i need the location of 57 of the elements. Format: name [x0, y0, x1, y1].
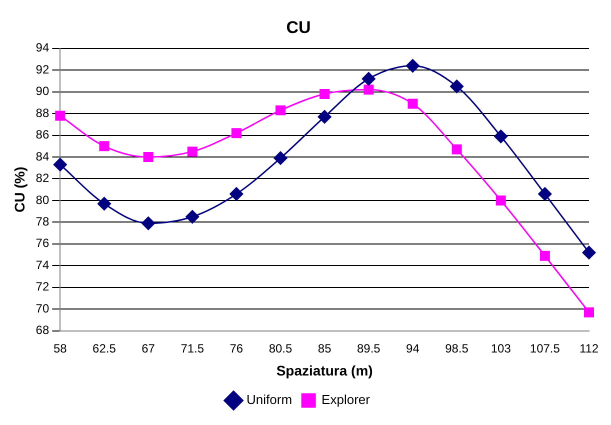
point [276, 105, 286, 116]
point [186, 210, 200, 224]
point [142, 216, 156, 230]
y-tick-label: 78 [36, 214, 50, 228]
point [584, 307, 594, 318]
x-tick-label: 112 [579, 341, 599, 356]
x-tick-label: 103 [490, 341, 512, 356]
x-tick-label: 85 [318, 341, 332, 356]
legend-label: Explorer [322, 392, 371, 408]
x-tick-label: 80.5 [268, 341, 293, 356]
point [496, 195, 506, 206]
x-tick-label: 76 [230, 341, 244, 356]
point [538, 187, 552, 201]
point [231, 128, 242, 138]
chart-title: CU [286, 18, 311, 37]
point [55, 110, 66, 121]
y-tick-label: 84 [36, 149, 50, 164]
point [582, 246, 596, 260]
y-tick-label: 74 [36, 258, 50, 272]
point [450, 80, 464, 94]
x-tick-label: 98.5 [445, 341, 469, 356]
x-tick-label: 71.5 [180, 341, 204, 356]
point [494, 130, 508, 144]
x-tick-label: 94 [406, 341, 420, 356]
x-tick-label: 62.5 [92, 341, 116, 356]
y-tick-label: 92 [36, 62, 50, 76]
point [143, 152, 154, 162]
y-tick-label: 72 [36, 280, 50, 294]
point [230, 187, 244, 201]
point [364, 84, 374, 95]
x-tick-label: 58 [53, 341, 68, 356]
y-tick-label: 86 [36, 128, 50, 142]
point [452, 144, 462, 154]
point [97, 196, 111, 210]
y-tick-label: 94 [36, 40, 50, 55]
point [318, 110, 332, 124]
x-tick-label: 67 [142, 341, 156, 356]
x-tick-label: 107.5 [530, 341, 560, 356]
point [540, 250, 550, 261]
x-axis-title: Spaziatura (m) [276, 362, 373, 378]
point [406, 59, 420, 73]
y-tick-label: 70 [36, 301, 50, 316]
y-tick-label: 82 [36, 171, 50, 186]
y-tick-label: 80 [36, 192, 50, 207]
point [320, 89, 330, 100]
point [362, 72, 376, 86]
y-tick-label: 68 [36, 323, 50, 338]
y-axis-title: CU (%) [11, 166, 28, 213]
point [187, 146, 198, 157]
x-tick-label: 89.5 [356, 341, 381, 356]
point [99, 141, 110, 152]
point [274, 151, 288, 165]
y-tick-label: 88 [36, 106, 50, 120]
y-tick-label: 76 [36, 236, 50, 250]
y-tick-label: 90 [36, 84, 50, 98]
legend-label: Uniform [246, 392, 292, 408]
point [408, 98, 418, 109]
